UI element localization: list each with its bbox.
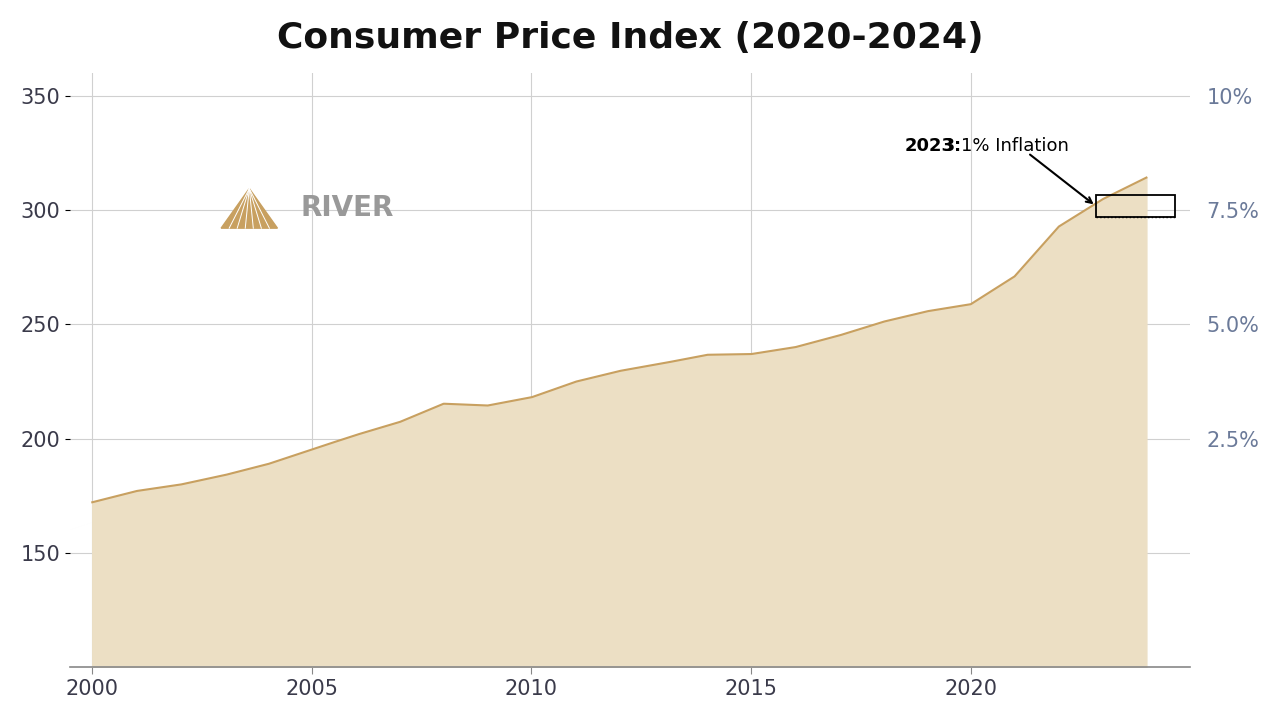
Title: Consumer Price Index (2020-2024): Consumer Price Index (2020-2024) bbox=[276, 21, 983, 55]
Text: 2023:: 2023: bbox=[905, 137, 963, 155]
Text: RIVER: RIVER bbox=[301, 194, 394, 222]
Bar bbox=[1096, 195, 1175, 217]
Text: 3.1% Inflation: 3.1% Inflation bbox=[938, 137, 1069, 155]
